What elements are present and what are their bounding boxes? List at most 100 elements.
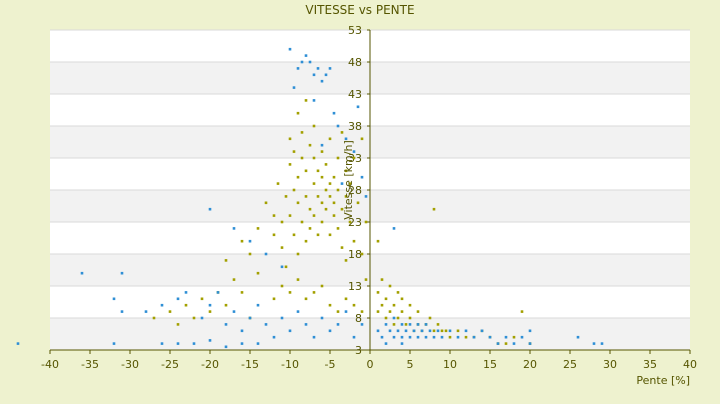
y-tick-label: 48 bbox=[348, 56, 362, 69]
data-point-blue bbox=[376, 329, 380, 333]
data-point-blue bbox=[512, 342, 516, 345]
data-point-blue bbox=[320, 79, 324, 83]
data-point-blue bbox=[412, 329, 416, 333]
data-points bbox=[16, 47, 604, 349]
data-point-blue bbox=[400, 335, 404, 339]
data-point-olive bbox=[340, 246, 344, 249]
data-point-blue bbox=[336, 323, 340, 326]
data-point-olive bbox=[328, 182, 332, 185]
data-point-olive bbox=[416, 310, 420, 313]
data-point-blue bbox=[112, 297, 116, 301]
data-point-olive bbox=[328, 303, 332, 307]
data-point-olive bbox=[400, 297, 404, 301]
data-point-olive bbox=[336, 227, 340, 230]
x-tick-label: 0 bbox=[367, 358, 374, 371]
data-point-blue bbox=[232, 310, 236, 313]
data-point-olive bbox=[300, 131, 304, 134]
data-point-olive bbox=[304, 195, 308, 198]
data-point-blue bbox=[424, 323, 428, 326]
data-point-olive bbox=[356, 201, 360, 205]
data-point-olive bbox=[376, 310, 380, 313]
data-point-blue bbox=[328, 67, 332, 70]
data-point-olive bbox=[296, 201, 300, 205]
data-point-olive bbox=[320, 220, 324, 224]
data-point-olive bbox=[184, 303, 188, 307]
data-point-olive bbox=[280, 284, 284, 288]
data-point-olive bbox=[320, 201, 324, 205]
data-point-olive bbox=[344, 297, 348, 301]
data-point-olive bbox=[396, 291, 400, 294]
data-point-olive bbox=[408, 316, 412, 320]
data-point-blue bbox=[392, 335, 396, 339]
data-point-olive bbox=[392, 323, 396, 326]
data-point-blue bbox=[240, 342, 244, 345]
data-point-blue bbox=[272, 335, 276, 339]
data-point-olive bbox=[376, 239, 380, 243]
data-point-blue bbox=[144, 310, 148, 313]
data-point-blue bbox=[120, 310, 124, 313]
data-point-blue bbox=[380, 335, 384, 339]
data-point-olive bbox=[224, 303, 228, 307]
data-point-olive bbox=[296, 252, 300, 256]
data-point-blue bbox=[120, 271, 124, 275]
data-point-olive bbox=[272, 233, 276, 237]
data-point-olive bbox=[332, 214, 336, 217]
data-point-olive bbox=[352, 239, 356, 243]
data-point-olive bbox=[176, 323, 180, 326]
y-tick-label: 23 bbox=[348, 216, 362, 229]
data-point-blue bbox=[396, 329, 400, 333]
data-point-olive bbox=[304, 169, 308, 173]
data-point-blue bbox=[472, 335, 476, 339]
data-point-olive bbox=[352, 303, 356, 307]
data-point-olive bbox=[256, 271, 260, 275]
data-point-blue bbox=[436, 329, 440, 333]
data-point-blue bbox=[400, 342, 404, 345]
data-point-blue bbox=[432, 335, 436, 339]
data-point-blue bbox=[300, 60, 304, 64]
data-point-blue bbox=[216, 291, 220, 294]
data-point-blue bbox=[336, 124, 340, 128]
x-tick-label: 40 bbox=[683, 358, 697, 371]
data-point-olive bbox=[208, 310, 212, 313]
data-point-blue bbox=[224, 323, 228, 326]
data-point-olive bbox=[304, 297, 308, 301]
x-tick-label: -35 bbox=[81, 358, 99, 371]
data-point-olive bbox=[224, 259, 228, 262]
data-point-olive bbox=[288, 214, 292, 217]
data-point-olive bbox=[360, 252, 364, 256]
data-point-olive bbox=[344, 195, 348, 198]
data-point-blue bbox=[264, 323, 268, 326]
data-point-olive bbox=[360, 310, 364, 313]
data-point-blue bbox=[328, 329, 332, 333]
data-point-olive bbox=[376, 291, 380, 294]
data-point-olive bbox=[396, 316, 400, 320]
data-point-olive bbox=[312, 156, 316, 160]
data-point-blue bbox=[448, 329, 452, 333]
x-tick-label: 25 bbox=[563, 358, 577, 371]
data-point-blue bbox=[576, 335, 580, 339]
data-point-blue bbox=[528, 342, 532, 345]
data-point-blue bbox=[16, 342, 20, 345]
y-tick-label: 43 bbox=[348, 88, 362, 101]
data-point-olive bbox=[240, 239, 244, 243]
y-axis-label: Vitesse [km/h] bbox=[342, 140, 355, 220]
data-point-olive bbox=[328, 233, 332, 237]
data-point-olive bbox=[316, 233, 320, 237]
data-point-blue bbox=[344, 137, 348, 141]
data-point-blue bbox=[384, 342, 388, 345]
data-point-blue bbox=[192, 342, 196, 345]
data-point-blue bbox=[80, 271, 84, 275]
data-point-olive bbox=[320, 175, 324, 179]
data-point-olive bbox=[432, 207, 436, 211]
data-point-blue bbox=[232, 227, 236, 230]
data-point-olive bbox=[448, 335, 452, 339]
data-point-olive bbox=[280, 246, 284, 249]
data-point-blue bbox=[292, 86, 296, 89]
data-point-blue bbox=[208, 207, 212, 211]
data-point-olive bbox=[464, 335, 468, 339]
data-point-blue bbox=[324, 73, 328, 77]
data-point-olive bbox=[364, 220, 368, 224]
data-point-blue bbox=[304, 323, 308, 326]
data-point-blue bbox=[312, 73, 316, 77]
data-point-olive bbox=[348, 220, 352, 224]
